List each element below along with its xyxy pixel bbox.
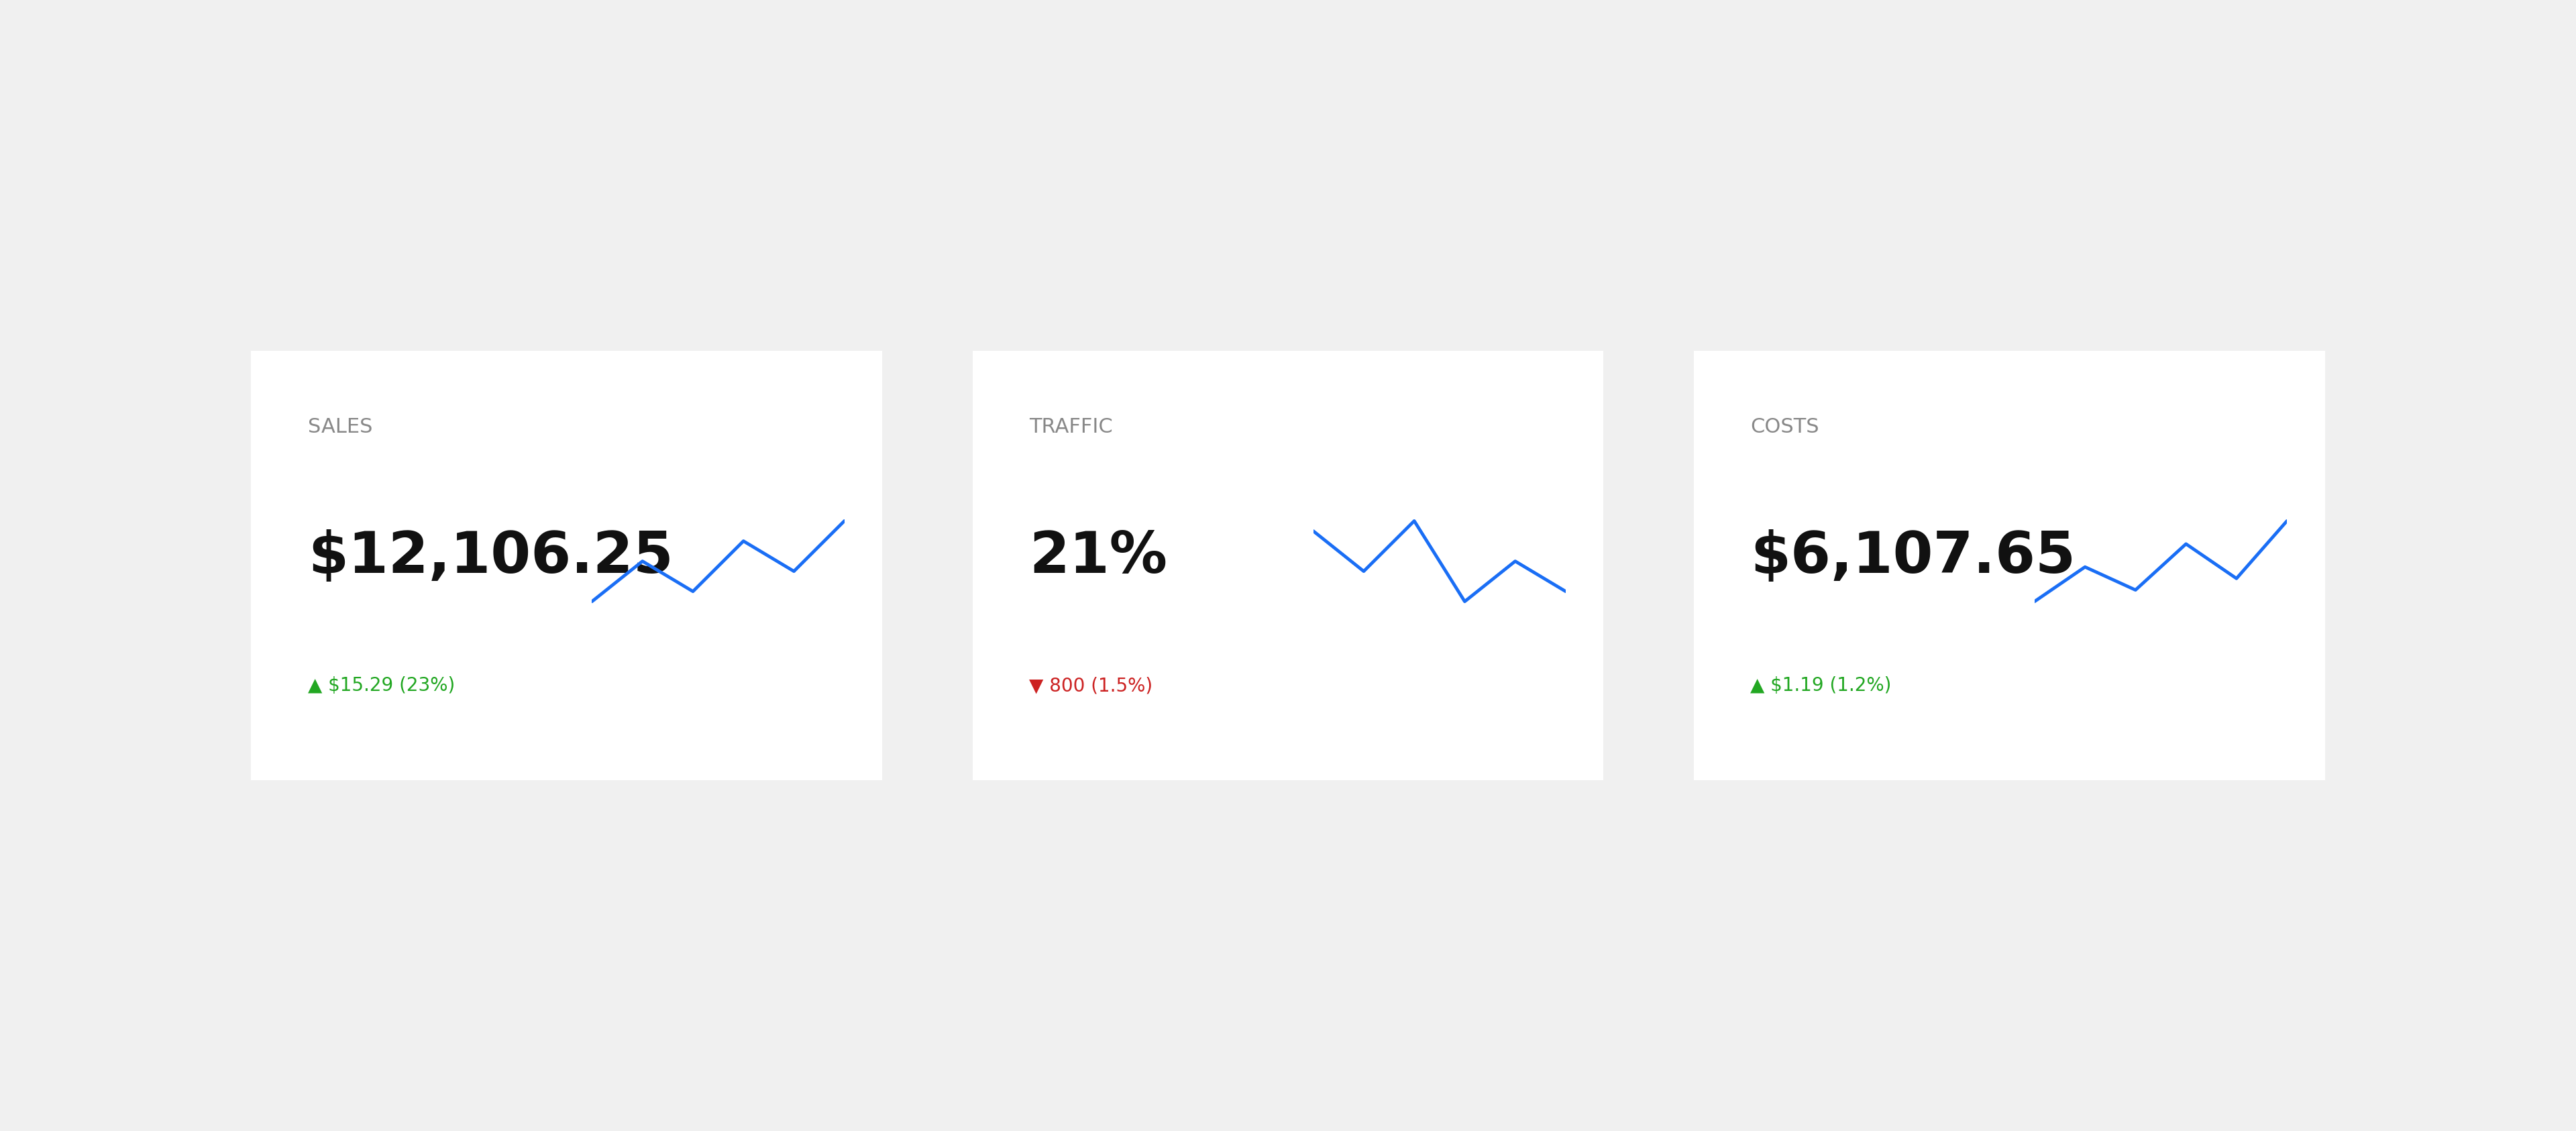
FancyBboxPatch shape xyxy=(966,346,1610,785)
Text: SALES: SALES xyxy=(309,417,374,437)
Text: ▼ 800 (1.5%): ▼ 800 (1.5%) xyxy=(1030,676,1151,696)
Text: COSTS: COSTS xyxy=(1752,417,1819,437)
Text: $6,107.65: $6,107.65 xyxy=(1752,529,2076,585)
Text: ▲ $15.29 (23%): ▲ $15.29 (23%) xyxy=(309,676,456,696)
FancyBboxPatch shape xyxy=(245,346,889,785)
Text: TRAFFIC: TRAFFIC xyxy=(1030,417,1113,437)
Text: 21%: 21% xyxy=(1030,529,1167,585)
Text: ▲ $1.19 (1.2%): ▲ $1.19 (1.2%) xyxy=(1752,676,1891,696)
FancyBboxPatch shape xyxy=(1687,346,2331,785)
Text: $12,106.25: $12,106.25 xyxy=(309,529,672,585)
